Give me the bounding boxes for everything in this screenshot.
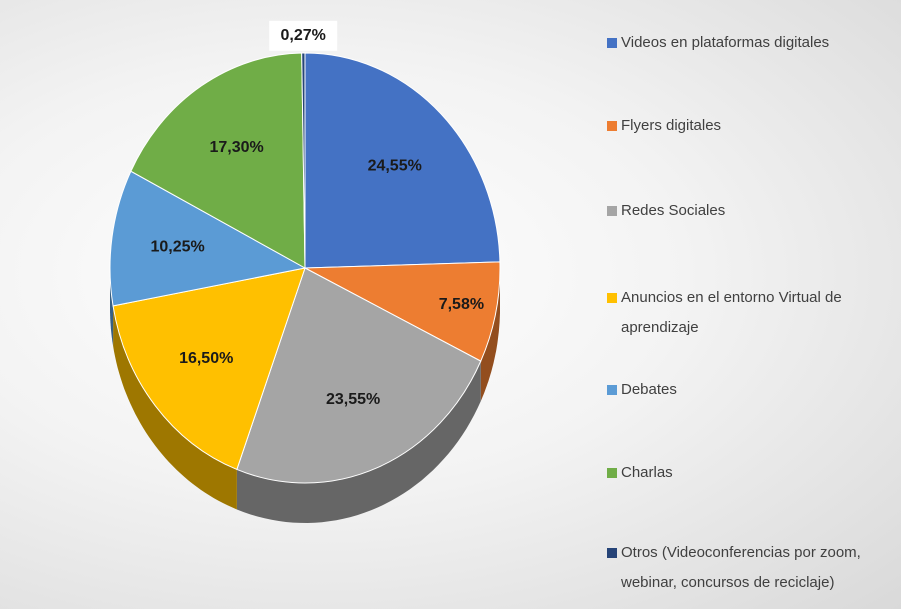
slice-side [480, 268, 500, 402]
pie-slice [109, 170, 307, 307]
legend-swatch [607, 385, 617, 395]
legend-swatch [607, 293, 617, 303]
slice-side [236, 361, 481, 523]
legend-swatch [607, 468, 617, 478]
legend-item: Redes Sociales [607, 196, 892, 226]
legend-item: Videos en plataformas digitales [607, 28, 892, 58]
legend-label: Charlas [621, 464, 673, 481]
data-label-box [269, 20, 338, 51]
legend-swatch [607, 38, 617, 48]
data-label: 7,58% [439, 296, 484, 313]
pie-slice [236, 267, 482, 484]
data-label: 24,55% [368, 157, 422, 174]
pie-slice [303, 261, 501, 362]
pie-slice [130, 52, 306, 269]
legend-label: Anuncios en el entorno Virtual de aprend… [621, 289, 842, 336]
legend-label: Redes Sociales [621, 202, 726, 219]
pie-slice [301, 52, 306, 269]
legend-swatch [607, 121, 617, 131]
data-label: 10,25% [151, 239, 205, 256]
legend-label: Flyers digitales [621, 117, 722, 134]
legend-swatch [607, 548, 617, 558]
legend-item: Anuncios en el entorno Virtual de aprend… [607, 283, 892, 343]
legend-item: Otros (Videoconferencias por zoom, webin… [607, 538, 892, 598]
legend-item: Debates [607, 375, 892, 405]
data-label: 0,27% [281, 27, 326, 44]
pie-slice [112, 267, 306, 471]
pie-slice [304, 52, 501, 269]
legend-label: Videos en plataformas digitales [621, 34, 830, 51]
slice-side [113, 305, 237, 510]
legend-swatch [607, 206, 617, 216]
legend-label: Otros (Videoconferencias por zoom, webin… [621, 544, 861, 591]
legend-item: Charlas [607, 458, 892, 488]
legend-label: Debates [621, 381, 677, 398]
data-label: 16,50% [179, 350, 233, 367]
legend-item: Flyers digitales [607, 111, 892, 141]
data-label: 17,30% [209, 139, 263, 156]
data-label: 23,55% [326, 391, 380, 408]
